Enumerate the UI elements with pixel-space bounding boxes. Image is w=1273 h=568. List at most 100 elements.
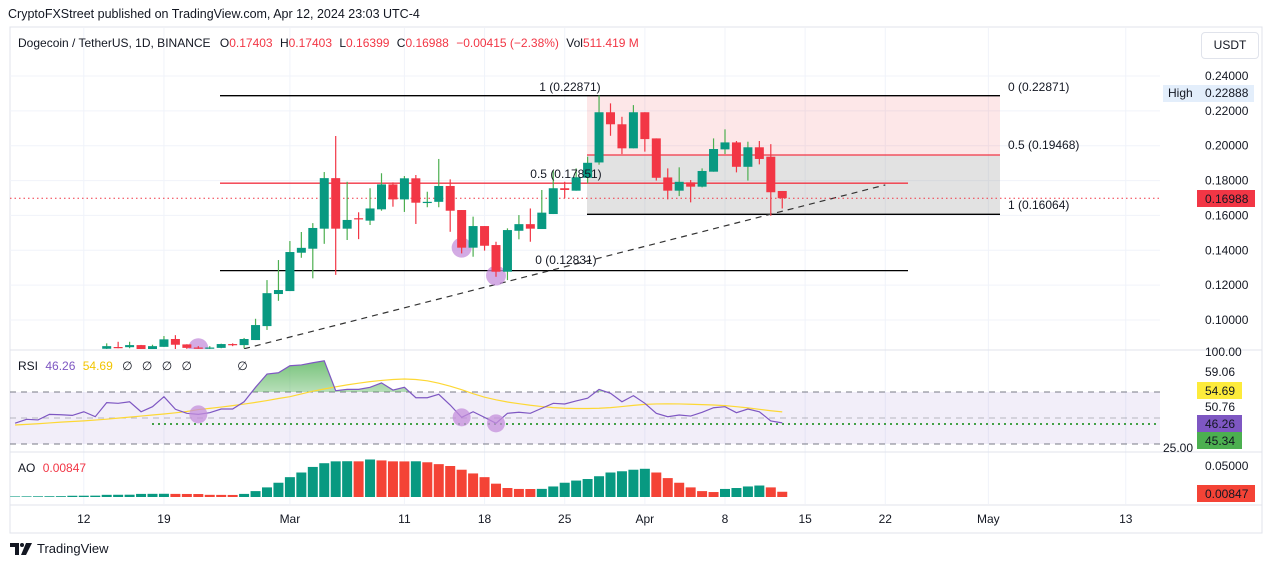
candle[interactable]: [239, 337, 249, 349]
candle[interactable]: [617, 116, 627, 155]
candle[interactable]: [354, 212, 364, 240]
ao-bar: [410, 461, 421, 497]
time-axis-label: Mar: [280, 512, 301, 526]
candle[interactable]: [182, 344, 192, 349]
candle[interactable]: [377, 173, 386, 211]
candle[interactable]: [102, 343, 112, 349]
candle[interactable]: [720, 129, 730, 155]
high-value-tag: [1198, 85, 1254, 102]
candle[interactable]: [365, 188, 375, 226]
candle[interactable]: [709, 138, 719, 172]
candle[interactable]: [113, 341, 123, 349]
candle[interactable]: [594, 95, 604, 165]
candle[interactable]: [434, 158, 444, 208]
candle-body: [377, 184, 386, 210]
tradingview-logo[interactable]: TradingView: [10, 541, 109, 556]
na-value: ∅: [182, 359, 192, 373]
candle[interactable]: [159, 336, 169, 347]
ao-bar: [628, 469, 639, 497]
candle[interactable]: [468, 216, 478, 257]
na-value: ∅: [122, 359, 132, 373]
candle[interactable]: [148, 344, 157, 350]
candle[interactable]: [125, 341, 135, 349]
candle[interactable]: [308, 223, 318, 279]
candle[interactable]: [445, 179, 455, 232]
candle[interactable]: [285, 241, 295, 292]
candle-body: [686, 182, 696, 187]
open-value: 0.17403: [229, 36, 273, 50]
candle[interactable]: [583, 156, 593, 184]
candle[interactable]: [262, 280, 272, 330]
candle[interactable]: [640, 112, 650, 152]
candle[interactable]: [457, 210, 467, 254]
time-axis-label: 25: [558, 512, 572, 526]
ao-tag-value: 0.00847: [1205, 487, 1249, 501]
candle[interactable]: [216, 343, 226, 349]
candle-body: [480, 226, 490, 246]
candle[interactable]: [754, 141, 764, 165]
candle[interactable]: [342, 181, 352, 241]
candle-body: [502, 230, 512, 272]
ao-bar: [513, 488, 524, 497]
price-tick-label: 0.16000: [1205, 208, 1249, 222]
candle[interactable]: [686, 180, 696, 203]
candle[interactable]: [502, 228, 512, 281]
candle[interactable]: [205, 346, 215, 349]
candle[interactable]: [480, 226, 490, 251]
candle[interactable]: [136, 344, 146, 349]
candle[interactable]: [296, 231, 306, 258]
ao-pane[interactable]: [0, 459, 788, 497]
candle[interactable]: [251, 318, 261, 341]
candle[interactable]: [606, 103, 615, 136]
candle[interactable]: [514, 215, 524, 240]
candle-body: [342, 219, 352, 229]
candle-body: [125, 345, 135, 348]
trendline[interactable]: [243, 184, 886, 349]
ao-bar: [433, 464, 444, 497]
candle[interactable]: [491, 241, 501, 277]
candle-body: [514, 224, 524, 231]
candle[interactable]: [628, 105, 638, 149]
candle[interactable]: [273, 260, 283, 301]
candle[interactable]: [193, 346, 203, 349]
candle[interactable]: [319, 172, 329, 244]
candle-body: [457, 210, 467, 248]
candle[interactable]: [525, 208, 535, 242]
candle[interactable]: [743, 141, 753, 181]
price-pane[interactable]: 1 (0.22871) 0 (0.12831) 0.5 (0.17851) 0 (0.…: [10, 80, 1160, 358]
candle[interactable]: [388, 182, 398, 207]
price-tick-label: 0.10000: [1205, 313, 1249, 327]
rsi-pane[interactable]: [10, 360, 1180, 445]
candle-body: [193, 347, 203, 349]
candle[interactable]: [548, 170, 558, 215]
candle[interactable]: [651, 138, 661, 181]
candle[interactable]: [731, 141, 741, 173]
high-label: High: [1168, 86, 1193, 100]
ao-bar: [594, 476, 605, 497]
candle[interactable]: [411, 174, 421, 224]
candle[interactable]: [697, 168, 707, 188]
candle[interactable]: [170, 335, 180, 349]
candle[interactable]: [560, 181, 570, 199]
candle[interactable]: [228, 343, 238, 347]
candle[interactable]: [766, 144, 776, 216]
candle[interactable]: [422, 191, 432, 208]
ao-bar: [216, 494, 227, 497]
candle[interactable]: [674, 167, 684, 197]
candle[interactable]: [331, 135, 341, 275]
candle[interactable]: [777, 190, 787, 209]
candle[interactable]: [399, 176, 409, 212]
rsi-ma-value: 54.69: [83, 359, 113, 373]
fib-box-label-0: 0 (0.22871): [1008, 80, 1069, 94]
currency-button[interactable]: USDT: [1201, 32, 1259, 59]
last-price-tag: [1197, 190, 1255, 207]
ao-bar: [204, 494, 215, 497]
candle[interactable]: [663, 168, 673, 200]
candle[interactable]: [537, 189, 547, 230]
candle-body: [170, 338, 180, 345]
candle-body: [239, 338, 249, 346]
candle-body: [651, 138, 661, 178]
ao-bar: [44, 496, 55, 497]
candle[interactable]: [571, 168, 581, 191]
